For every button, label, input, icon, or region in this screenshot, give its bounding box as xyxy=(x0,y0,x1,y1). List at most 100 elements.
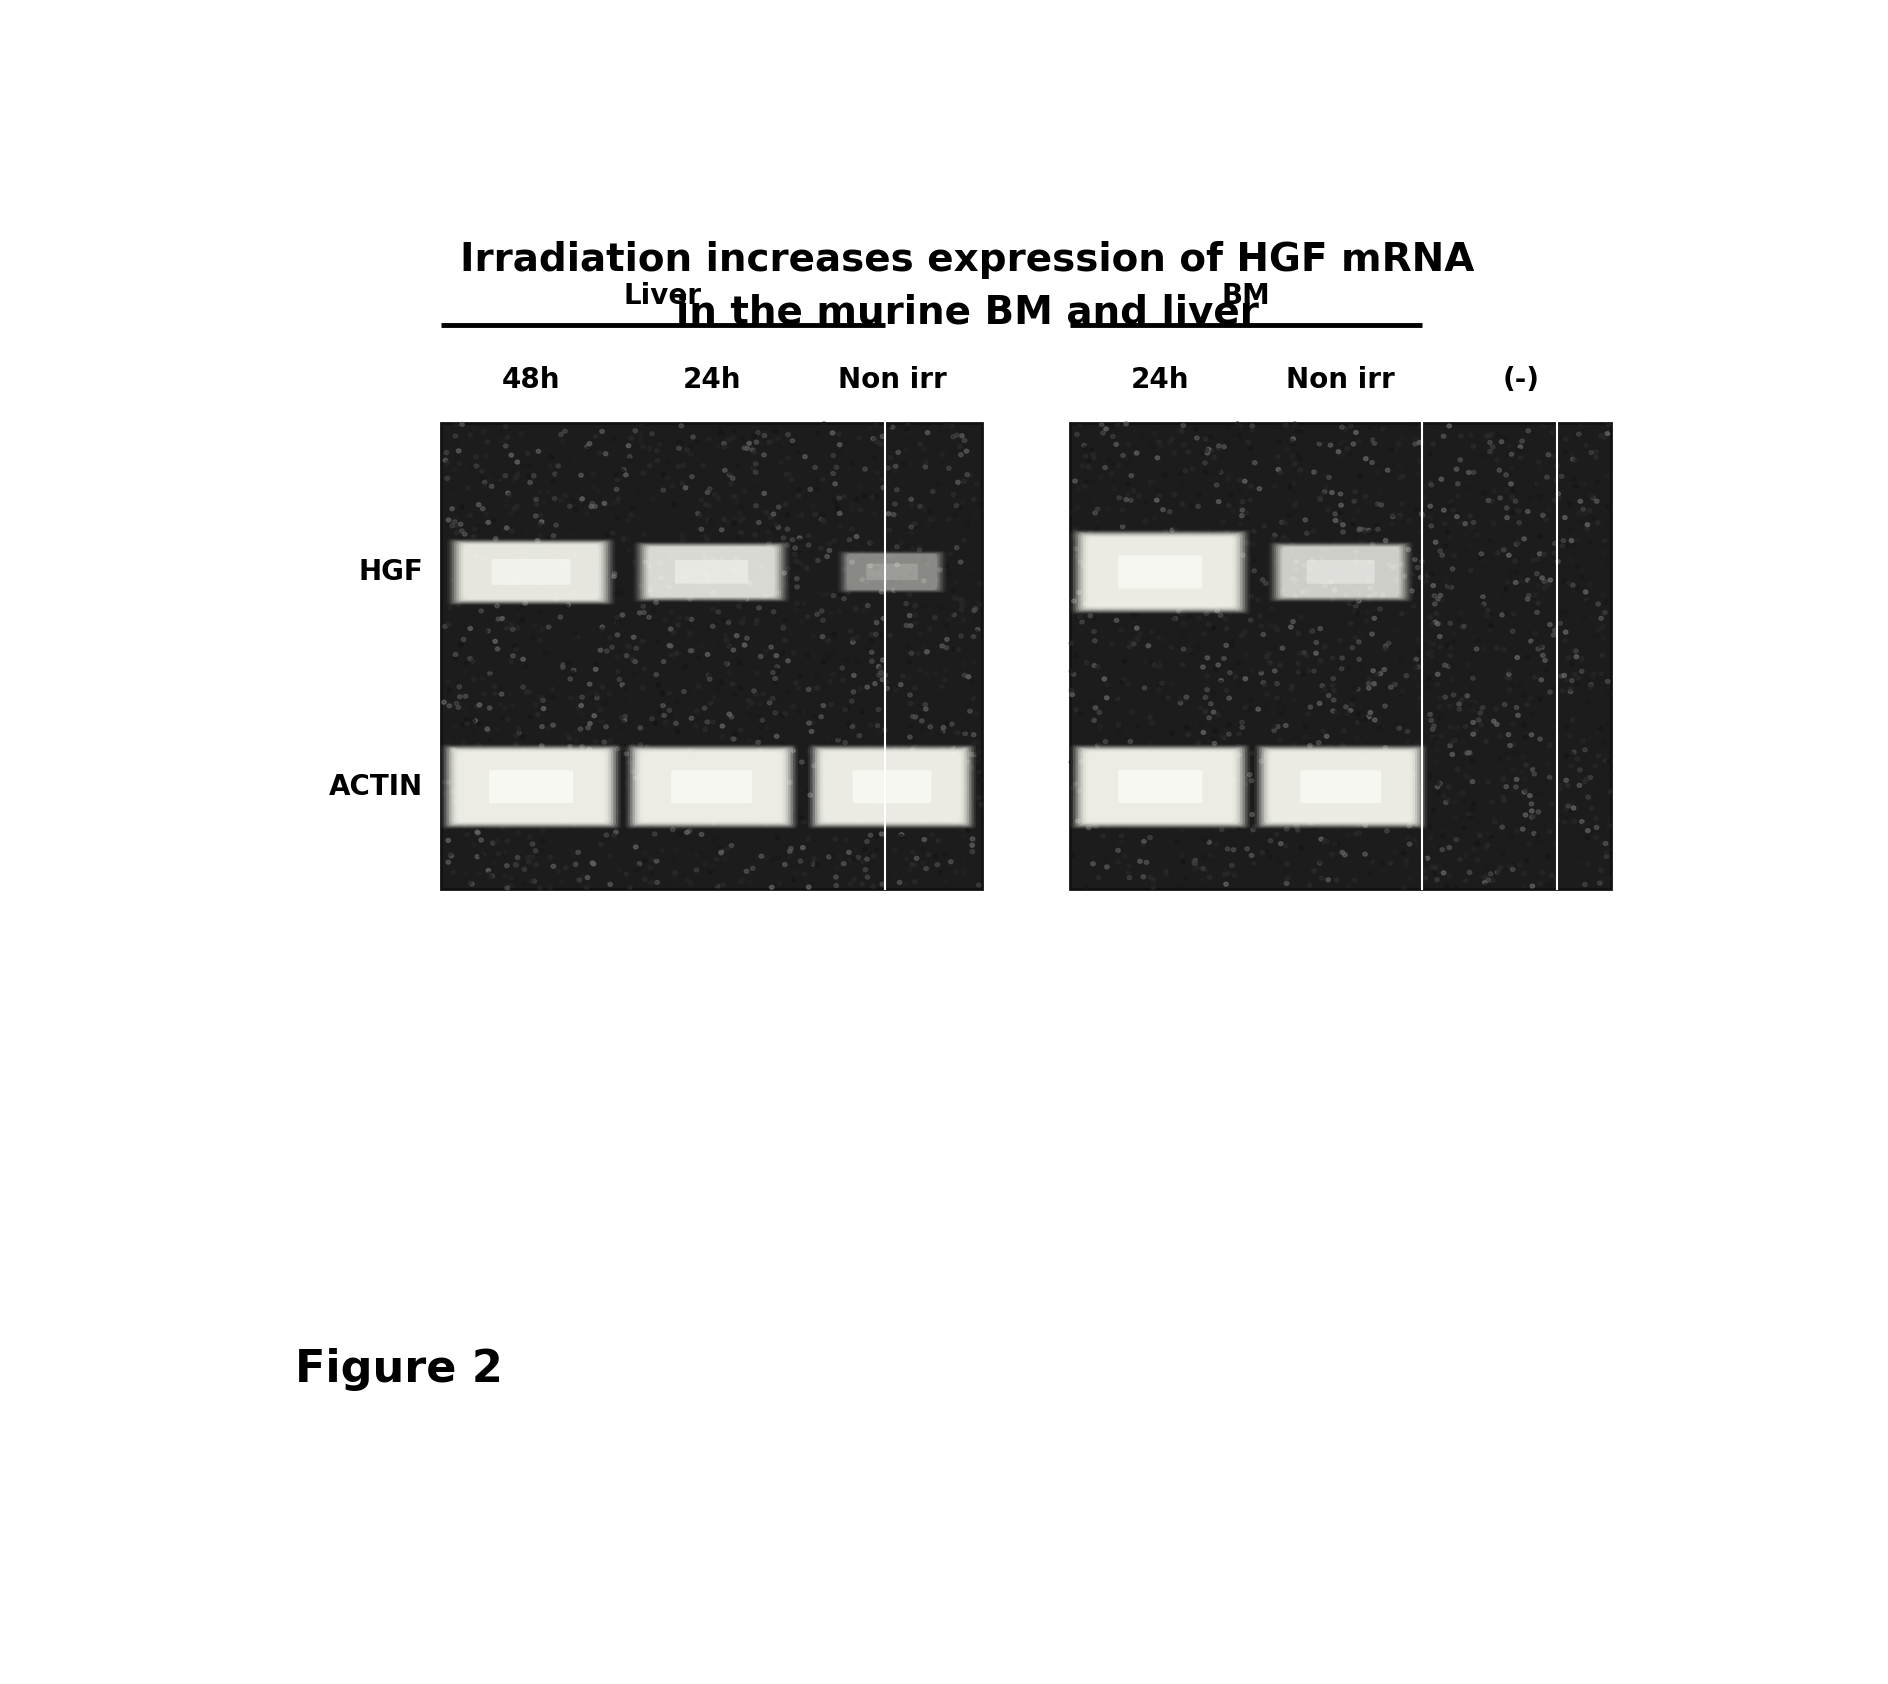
Circle shape xyxy=(1346,834,1350,837)
Circle shape xyxy=(1354,551,1357,554)
Circle shape xyxy=(1439,564,1442,568)
Circle shape xyxy=(1435,621,1441,626)
Circle shape xyxy=(836,855,842,859)
Circle shape xyxy=(850,509,853,512)
Circle shape xyxy=(702,573,708,576)
Circle shape xyxy=(861,709,865,714)
Bar xyxy=(1070,423,1610,889)
Circle shape xyxy=(1518,864,1522,867)
Circle shape xyxy=(1378,424,1384,429)
Circle shape xyxy=(459,522,463,525)
Circle shape xyxy=(1412,438,1418,441)
Circle shape xyxy=(751,866,755,871)
Circle shape xyxy=(1450,502,1454,507)
Circle shape xyxy=(1163,869,1169,874)
Circle shape xyxy=(1501,637,1505,642)
Circle shape xyxy=(1359,719,1363,722)
Circle shape xyxy=(893,470,897,473)
Circle shape xyxy=(1586,600,1590,605)
Circle shape xyxy=(770,697,774,701)
Circle shape xyxy=(457,603,461,606)
Circle shape xyxy=(1310,776,1316,780)
Circle shape xyxy=(904,426,910,431)
Circle shape xyxy=(653,601,659,605)
Circle shape xyxy=(1216,765,1222,768)
Circle shape xyxy=(753,741,757,746)
Circle shape xyxy=(840,679,846,682)
Circle shape xyxy=(453,520,457,524)
Circle shape xyxy=(1439,854,1444,857)
Circle shape xyxy=(904,781,908,785)
Circle shape xyxy=(1188,648,1191,652)
Circle shape xyxy=(568,677,572,680)
Circle shape xyxy=(1182,861,1186,864)
Circle shape xyxy=(1233,874,1237,877)
Circle shape xyxy=(591,862,597,866)
Circle shape xyxy=(880,882,885,886)
Circle shape xyxy=(663,778,666,781)
Circle shape xyxy=(621,746,625,749)
Circle shape xyxy=(791,440,795,443)
Circle shape xyxy=(1595,628,1601,632)
Circle shape xyxy=(1539,832,1542,837)
Circle shape xyxy=(446,461,449,465)
Circle shape xyxy=(1382,551,1386,556)
Circle shape xyxy=(1533,675,1537,679)
Circle shape xyxy=(1429,650,1433,653)
Circle shape xyxy=(580,497,585,500)
Circle shape xyxy=(717,653,723,657)
Circle shape xyxy=(1195,436,1199,440)
Circle shape xyxy=(778,445,782,448)
Circle shape xyxy=(799,680,804,685)
Circle shape xyxy=(1290,440,1293,443)
Circle shape xyxy=(1437,864,1441,869)
Circle shape xyxy=(514,743,517,746)
Circle shape xyxy=(978,778,982,783)
Circle shape xyxy=(566,736,572,739)
Circle shape xyxy=(593,739,598,743)
Circle shape xyxy=(1482,603,1486,606)
Circle shape xyxy=(963,867,967,872)
Circle shape xyxy=(495,756,498,759)
Circle shape xyxy=(548,564,553,569)
Circle shape xyxy=(795,564,801,569)
Circle shape xyxy=(1084,660,1089,665)
Circle shape xyxy=(893,746,899,749)
Circle shape xyxy=(936,810,940,815)
Circle shape xyxy=(787,790,791,793)
Circle shape xyxy=(1297,588,1301,591)
Circle shape xyxy=(1450,586,1454,589)
Circle shape xyxy=(1316,547,1320,551)
Circle shape xyxy=(685,448,689,451)
Circle shape xyxy=(1403,574,1407,578)
Circle shape xyxy=(1097,876,1101,879)
Circle shape xyxy=(1231,667,1235,670)
Circle shape xyxy=(757,749,763,753)
Circle shape xyxy=(814,862,818,867)
Circle shape xyxy=(1575,648,1578,653)
Circle shape xyxy=(1567,734,1573,738)
Circle shape xyxy=(1527,497,1531,500)
Circle shape xyxy=(1129,640,1133,643)
Circle shape xyxy=(483,512,489,517)
Circle shape xyxy=(782,536,785,541)
Circle shape xyxy=(566,660,570,663)
Circle shape xyxy=(1342,729,1346,733)
Circle shape xyxy=(1376,807,1382,812)
Circle shape xyxy=(1110,581,1116,584)
Circle shape xyxy=(1263,470,1269,473)
Circle shape xyxy=(1571,458,1575,461)
Circle shape xyxy=(814,712,818,717)
Circle shape xyxy=(593,667,598,672)
Circle shape xyxy=(767,795,772,798)
Circle shape xyxy=(814,445,818,448)
Circle shape xyxy=(1544,850,1550,854)
Circle shape xyxy=(529,662,532,665)
Circle shape xyxy=(719,680,723,684)
Circle shape xyxy=(1514,569,1518,574)
Circle shape xyxy=(768,759,774,763)
Circle shape xyxy=(457,450,461,453)
Circle shape xyxy=(978,803,982,807)
Circle shape xyxy=(1150,443,1154,446)
Circle shape xyxy=(1448,621,1452,625)
